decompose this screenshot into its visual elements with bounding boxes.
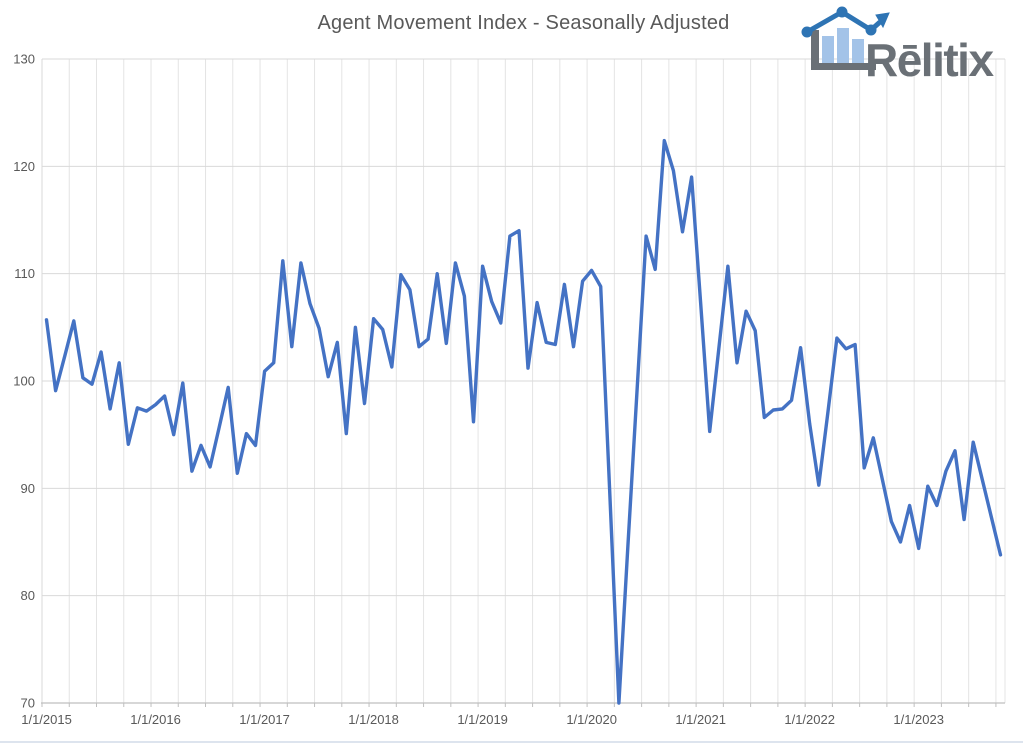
logo-axis-base (811, 63, 876, 70)
y-axis-label: 110 (14, 266, 35, 281)
y-axis-label: 80 (21, 588, 35, 603)
x-axis-label: 1/1/2018 (348, 712, 399, 727)
logo-bar-2 (837, 28, 849, 65)
x-axis-label: 1/1/2015 (21, 712, 72, 727)
relitix-logo: Rēlitix (801, 6, 996, 86)
y-axis-label: 100 (13, 374, 35, 389)
y-axis-label: 130 (13, 52, 35, 67)
y-axis-label: 90 (21, 481, 35, 496)
x-axis-label: 1/1/2023 (893, 712, 944, 727)
logo-bar-3 (852, 39, 864, 65)
window-bottom-edge (0, 741, 1023, 743)
index-series-line (44, 138, 1003, 705)
x-axis-label: 1/1/2021 (675, 712, 726, 727)
x-axis-label: 1/1/2022 (784, 712, 835, 727)
y-axis-label: 120 (13, 159, 35, 174)
trend-arrow-icon (801, 6, 890, 38)
y-axis-label: 70 (21, 696, 35, 711)
logo-axis-vertical (811, 30, 819, 70)
chart-title: Agent Movement Index - Seasonally Adjust… (317, 12, 730, 34)
x-axis-label: 1/1/2019 (457, 712, 508, 727)
bar-chart-icon (811, 28, 876, 70)
x-axis-label: 1/1/2017 (239, 712, 290, 727)
logo-wordmark: Rēlitix (865, 34, 994, 86)
x-axis-label: 1/1/2016 (130, 712, 181, 727)
x-axis-label: 1/1/2020 (566, 712, 617, 727)
logo-bar-1 (822, 36, 834, 65)
